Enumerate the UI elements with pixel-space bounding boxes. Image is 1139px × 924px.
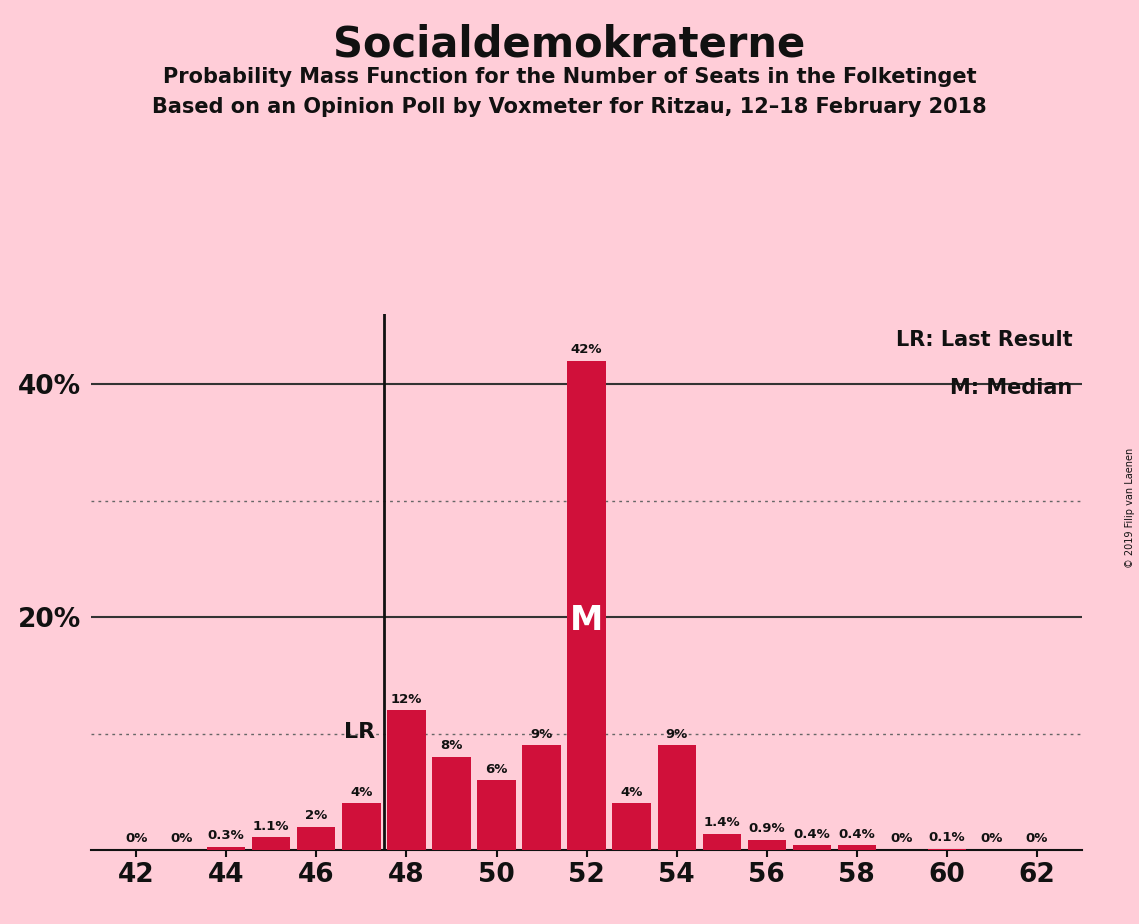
Text: 0%: 0% — [125, 833, 147, 845]
Bar — [342, 804, 380, 850]
Text: 0%: 0% — [170, 833, 192, 845]
Bar — [433, 757, 470, 850]
Bar — [567, 360, 606, 850]
Bar — [297, 827, 336, 850]
Text: 9%: 9% — [531, 727, 552, 740]
Text: 0.4%: 0.4% — [794, 828, 830, 841]
Bar — [523, 746, 560, 850]
Text: 42%: 42% — [571, 343, 603, 356]
Bar — [387, 711, 426, 850]
Text: LR: LR — [344, 723, 375, 742]
Text: 0%: 0% — [1026, 833, 1048, 845]
Text: 1.4%: 1.4% — [704, 816, 740, 829]
Text: 12%: 12% — [391, 693, 423, 706]
Bar — [747, 840, 786, 850]
Text: Based on an Opinion Poll by Voxmeter for Ritzau, 12–18 February 2018: Based on an Opinion Poll by Voxmeter for… — [153, 97, 986, 117]
Bar — [613, 804, 650, 850]
Text: LR: Last Result: LR: Last Result — [895, 330, 1072, 350]
Bar — [477, 780, 516, 850]
Text: 6%: 6% — [485, 762, 508, 775]
Text: 4%: 4% — [621, 785, 642, 799]
Text: Socialdemokraterne: Socialdemokraterne — [334, 23, 805, 65]
Text: 0.1%: 0.1% — [928, 832, 965, 845]
Text: 0%: 0% — [891, 833, 913, 845]
Text: 1.1%: 1.1% — [253, 820, 289, 833]
Bar — [207, 846, 245, 850]
Bar — [703, 833, 740, 850]
Text: 9%: 9% — [665, 727, 688, 740]
Text: 4%: 4% — [350, 785, 372, 799]
Text: 0%: 0% — [981, 833, 1003, 845]
Text: © 2019 Filip van Laenen: © 2019 Filip van Laenen — [1125, 448, 1134, 568]
Text: 0.4%: 0.4% — [838, 828, 875, 841]
Text: M: Median: M: Median — [950, 379, 1072, 398]
Text: 0.3%: 0.3% — [208, 829, 245, 842]
Text: 2%: 2% — [305, 809, 327, 822]
Text: Probability Mass Function for the Number of Seats in the Folketinget: Probability Mass Function for the Number… — [163, 67, 976, 87]
Bar — [837, 845, 876, 850]
Bar — [252, 837, 290, 850]
Text: 8%: 8% — [441, 739, 462, 752]
Bar — [657, 746, 696, 850]
Bar — [928, 849, 966, 850]
Text: 0.9%: 0.9% — [748, 822, 785, 835]
Bar — [793, 845, 831, 850]
Text: M: M — [570, 603, 604, 637]
